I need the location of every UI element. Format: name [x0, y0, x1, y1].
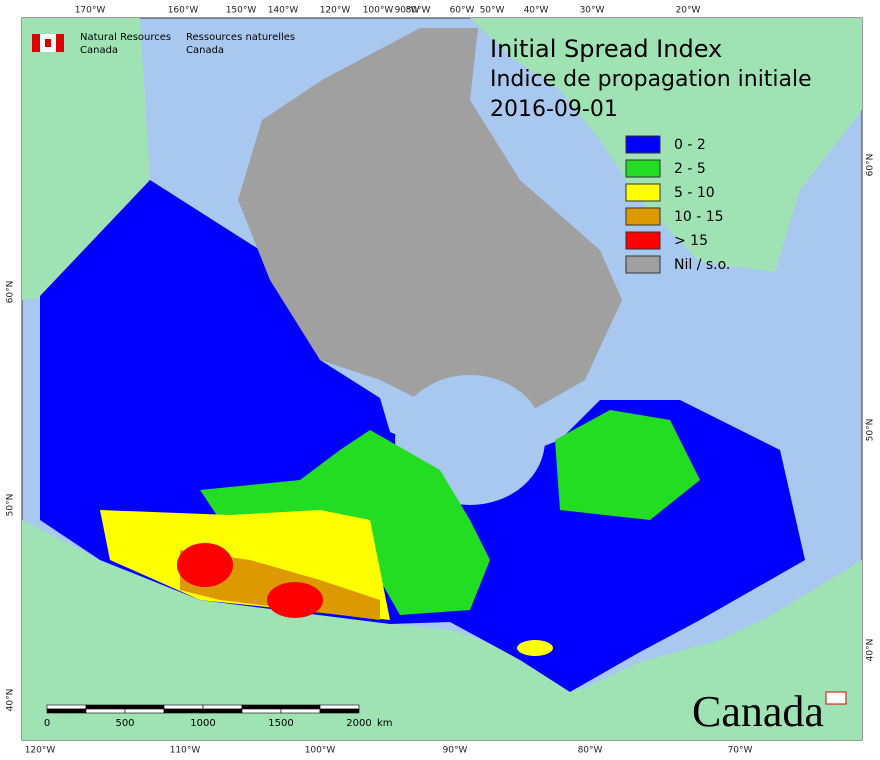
- scale-segment: [280, 704, 321, 710]
- latitude-label: 60°N: [866, 154, 876, 177]
- scale-segment: [46, 708, 87, 714]
- scale-label: 0: [44, 718, 50, 729]
- alaska: [22, 18, 150, 300]
- land: [22, 18, 862, 740]
- legend-swatch: [625, 159, 661, 178]
- longitude-label: 150°W: [226, 6, 257, 16]
- longitude-label: 170°W: [75, 6, 106, 16]
- latitude-label: 40°N: [6, 689, 16, 712]
- flag-bar: [32, 34, 40, 52]
- legend-label: > 15: [674, 233, 708, 249]
- nil-area: [238, 28, 622, 440]
- legend-swatch: [625, 255, 661, 274]
- subtitle: Indice de propagation initiale: [490, 67, 812, 92]
- scale-segment: [280, 708, 321, 714]
- scale-segment: [163, 708, 204, 714]
- agency-signature: Natural Resources Canada Ressources natu…: [32, 32, 295, 56]
- longitude-label: 160°W: [168, 6, 199, 16]
- high-area: [517, 640, 553, 656]
- scale-segment: [46, 704, 87, 710]
- legend-swatch: [625, 135, 661, 154]
- legend-label: 10 - 15: [674, 209, 724, 225]
- scale-label: 1500: [268, 718, 293, 729]
- longitude-label: 140°W: [268, 6, 299, 16]
- latitude-label: 50°N: [866, 419, 876, 442]
- wordmark: Canada: [692, 687, 824, 736]
- longitude-label: 120°W: [25, 746, 56, 756]
- scale-label: 2000: [346, 718, 371, 729]
- legend-swatch: [625, 207, 661, 226]
- legend-swatch: [625, 231, 661, 250]
- agency-en: Natural Resources: [80, 32, 171, 43]
- latitude-label: 50°N: [6, 494, 16, 517]
- legend-swatch: [625, 183, 661, 202]
- longitude-label: 90°W: [395, 6, 420, 16]
- longitude-label: 50°W: [480, 6, 505, 16]
- scale-segment: [124, 708, 165, 714]
- longitude-label: 60°W: [450, 6, 475, 16]
- scale-segment: [85, 708, 126, 714]
- extreme-area: [267, 582, 323, 618]
- longitude-label: 100°W: [363, 6, 394, 16]
- extreme-area: [177, 543, 233, 587]
- title: Initial Spread Index: [490, 35, 722, 63]
- date: 2016-09-01: [490, 97, 618, 122]
- longitude-label: 80°W: [578, 746, 603, 756]
- longitude-label: 20°W: [676, 6, 701, 16]
- scale-bar: 0 500 1000 1500 2000 km: [44, 704, 393, 729]
- agency-fr: Ressources naturelles: [186, 32, 295, 43]
- scale-segment: [319, 708, 360, 714]
- longitude-label: 80°W: [406, 6, 431, 16]
- longitude-label: 30°W: [580, 6, 605, 16]
- scale-segment: [241, 704, 282, 710]
- scale-segment: [241, 708, 282, 714]
- agency-en: Canada: [80, 45, 118, 56]
- longitude-label: 90°W: [443, 746, 468, 756]
- greenland: [470, 18, 862, 272]
- flag-bar: [56, 34, 64, 52]
- scale-segment: [124, 704, 165, 710]
- legend-label: Nil / s.o.: [674, 257, 730, 273]
- longitude-label: 110°W: [170, 746, 201, 756]
- legend-label: 2 - 5: [674, 161, 706, 177]
- latitude-label: 40°N: [866, 639, 876, 662]
- scale-segment: [163, 704, 204, 710]
- longitude-label: 100°W: [305, 746, 336, 756]
- scale-label: 1000: [190, 718, 215, 729]
- scale-segment: [202, 708, 243, 714]
- scale-label: 500: [115, 718, 134, 729]
- longitude-label: 70°W: [728, 746, 753, 756]
- moderate-area: [555, 410, 700, 520]
- legend-label: 0 - 2: [674, 137, 706, 153]
- legend-label: 5 - 10: [674, 185, 715, 201]
- flag-leaf: [45, 39, 51, 47]
- united-states: [22, 520, 862, 740]
- scale-segment: [202, 704, 243, 710]
- wordmark-flag: [825, 691, 847, 705]
- latitude-label: 60°N: [6, 281, 16, 304]
- scale-unit: km: [377, 718, 393, 729]
- longitude-label: 120°W: [320, 6, 351, 16]
- scale-segment: [85, 704, 126, 710]
- longitude-label: 40°W: [524, 6, 549, 16]
- scale-segment: [319, 704, 360, 710]
- agency-fr: Canada: [186, 45, 224, 56]
